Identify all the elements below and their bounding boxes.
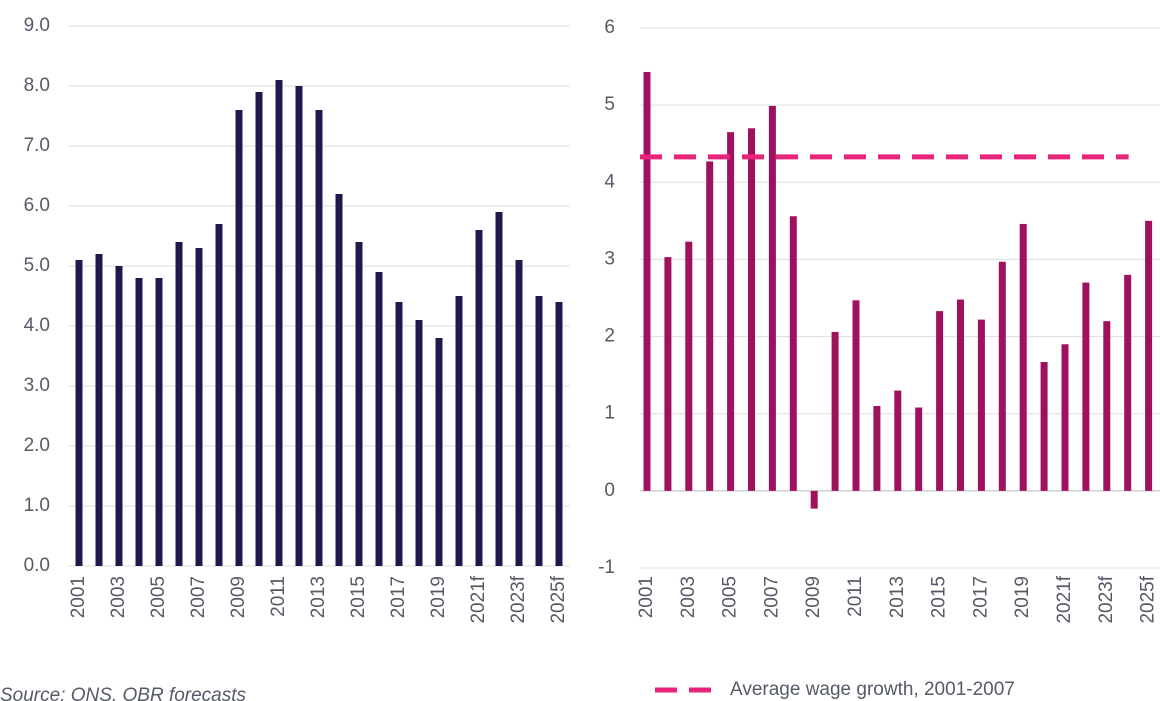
bar <box>395 302 403 566</box>
bar <box>455 296 463 566</box>
y-tick-label: 3.0 <box>24 375 50 396</box>
y-tick-label: 2 <box>604 326 615 347</box>
y-tick-label: 4.0 <box>24 315 50 336</box>
bar <box>768 105 776 491</box>
y-tick-label: 6 <box>604 17 615 38</box>
x-tick-label: 2023f <box>1096 575 1117 623</box>
x-tick-label: 2005 <box>148 576 169 618</box>
bar <box>295 86 303 566</box>
bar <box>936 311 944 491</box>
x-tick-label: 2015 <box>348 576 369 618</box>
x-tick-label: 2003 <box>678 576 699 618</box>
bar <box>215 224 223 566</box>
x-tick-label: 2025f <box>548 575 569 623</box>
legend-label: Average wage growth, 2001-2007 <box>730 679 1015 700</box>
bar <box>643 71 651 491</box>
x-tick-label: 2023f <box>508 575 529 623</box>
bar <box>75 260 83 566</box>
x-tick-label: 2001 <box>636 576 657 618</box>
bar <box>1103 321 1111 491</box>
bar <box>315 110 323 566</box>
y-tick-label: 5.0 <box>24 255 50 276</box>
bar <box>977 319 985 491</box>
bar <box>1061 344 1069 491</box>
x-tick-label: 2003 <box>108 576 129 618</box>
bar <box>1145 220 1153 491</box>
y-tick-label: 9.0 <box>24 15 50 36</box>
x-tick-label: 2017 <box>388 576 409 618</box>
x-tick-label: 2013 <box>887 576 908 618</box>
x-tick-label: 2005 <box>720 576 741 618</box>
bar <box>435 338 443 566</box>
bar <box>335 194 343 566</box>
bar <box>115 266 123 566</box>
bar <box>375 272 383 566</box>
x-tick-label: 2011 <box>268 576 289 617</box>
bar <box>135 278 143 566</box>
bar <box>1082 282 1090 491</box>
bar <box>706 161 714 491</box>
bar <box>831 331 839 491</box>
source-note: Source: ONS, OBR forecasts <box>0 685 247 701</box>
bar <box>235 110 243 566</box>
y-tick-label: 1.0 <box>24 495 50 516</box>
bar <box>915 407 923 491</box>
bar <box>873 406 881 491</box>
bar <box>515 260 523 566</box>
x-tick-label: 2011 <box>845 576 866 617</box>
bar <box>195 248 203 566</box>
bar <box>175 242 183 566</box>
bar <box>894 390 902 491</box>
y-tick-label: 2.0 <box>24 435 50 456</box>
x-tick-label: 2021f <box>468 575 489 623</box>
bar <box>475 230 483 566</box>
x-tick-label: 2001 <box>68 576 89 618</box>
bar <box>810 490 818 509</box>
bar <box>727 132 735 491</box>
x-tick-label: 2025f <box>1138 575 1159 623</box>
y-tick-label: 0.0 <box>24 555 50 576</box>
bar <box>495 212 503 566</box>
y-tick-label: 6.0 <box>24 195 50 216</box>
y-tick-label: 5 <box>604 94 615 115</box>
bar <box>275 80 283 566</box>
x-tick-label: 2019 <box>1012 576 1033 618</box>
y-tick-label: 4 <box>604 171 615 192</box>
bar <box>998 261 1006 491</box>
bar <box>255 92 263 566</box>
bar <box>748 128 755 491</box>
x-tick-label: 2007 <box>188 576 209 618</box>
bar <box>415 320 423 566</box>
x-tick-label: 2007 <box>761 576 782 618</box>
bar <box>155 278 163 566</box>
bar <box>685 241 693 491</box>
bar <box>95 254 103 566</box>
bar <box>664 257 672 491</box>
bar <box>789 216 797 491</box>
bar <box>1124 274 1132 491</box>
x-tick-label: 2021f <box>1054 575 1075 623</box>
bar <box>957 299 964 491</box>
x-tick-label: 2015 <box>929 576 950 618</box>
bar <box>555 302 563 566</box>
y-tick-label: 8.0 <box>24 75 50 96</box>
bar <box>355 242 363 566</box>
x-tick-label: 2009 <box>228 576 249 618</box>
x-tick-label: 2009 <box>803 576 824 618</box>
x-tick-label: 2019 <box>428 576 449 618</box>
bar <box>1040 362 1048 491</box>
bar <box>535 296 543 566</box>
bar <box>852 300 860 491</box>
y-tick-label: -1 <box>598 557 615 578</box>
x-tick-label: 2017 <box>970 576 991 618</box>
y-tick-label: 3 <box>604 248 615 269</box>
y-tick-label: 7.0 <box>24 135 50 156</box>
y-tick-label: 0 <box>604 480 615 501</box>
y-tick-label: 1 <box>604 403 615 424</box>
x-tick-label: 2013 <box>308 576 329 618</box>
bar <box>1019 223 1027 491</box>
